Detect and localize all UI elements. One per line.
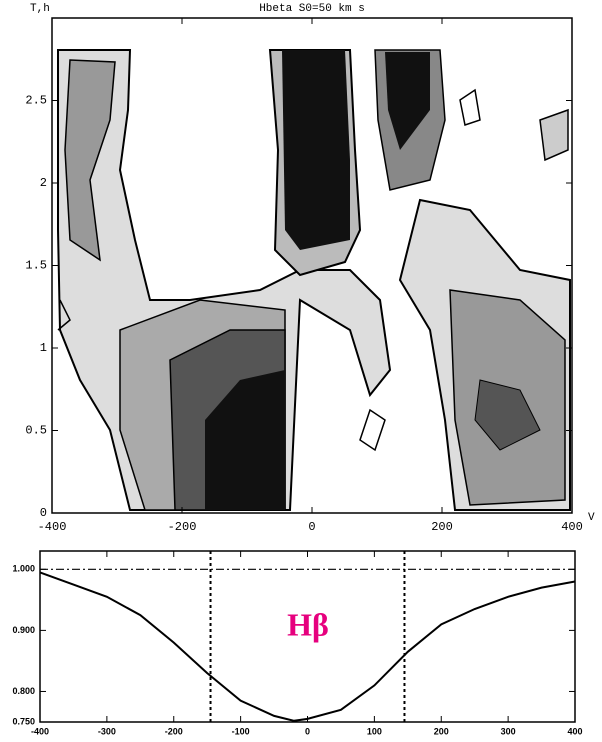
y-tick-label: 0.900 — [12, 625, 35, 635]
y-tick-label: 0.5 — [25, 424, 47, 438]
profile-line — [40, 572, 575, 720]
chart-title: Hbeta S0=50 km s — [259, 3, 365, 15]
x-tick-label: -300 — [98, 726, 116, 736]
x-tick-label: 200 — [431, 520, 453, 534]
figure: -400 -200 0 200 400 0 0.5 1 1.5 2 2.5 Hbeta S0=50 k… — [0, 0, 602, 742]
contour-region — [540, 110, 568, 160]
contour-map — [58, 50, 570, 510]
x-tick-label: 300 — [501, 726, 516, 736]
y-tick-label: 2.5 — [25, 94, 47, 108]
x-tick-label: -100 — [232, 726, 250, 736]
x-tick-label: 400 — [561, 520, 583, 534]
y-tick-label: 0.750 — [12, 716, 35, 726]
x-tick-label: -400 — [31, 726, 49, 736]
y-tick-label: 1.5 — [25, 259, 47, 273]
x-tick-label: 400 — [567, 726, 582, 736]
y-tick-label: 0.800 — [12, 686, 35, 696]
y-tick-label: 0 — [40, 506, 47, 520]
y-tick-label: 2 — [40, 176, 47, 190]
annotation: Hβ — [287, 606, 329, 642]
x-tick-label: 0 — [305, 726, 310, 736]
y-tick-label: 1.000 — [12, 564, 35, 574]
contour-region — [282, 50, 350, 250]
x-tick-label: -200 — [165, 726, 183, 736]
y-tick-label: 1 — [40, 341, 47, 355]
x-axis-label: V — [588, 512, 595, 524]
x-tick-label: -200 — [168, 520, 197, 534]
x-tick-label: 0 — [308, 520, 315, 534]
x-tick-label: 100 — [367, 726, 382, 736]
y-axis-label: T,h — [30, 3, 50, 15]
x-tick-label: -400 — [38, 520, 67, 534]
x-tick-label: 200 — [434, 726, 449, 736]
